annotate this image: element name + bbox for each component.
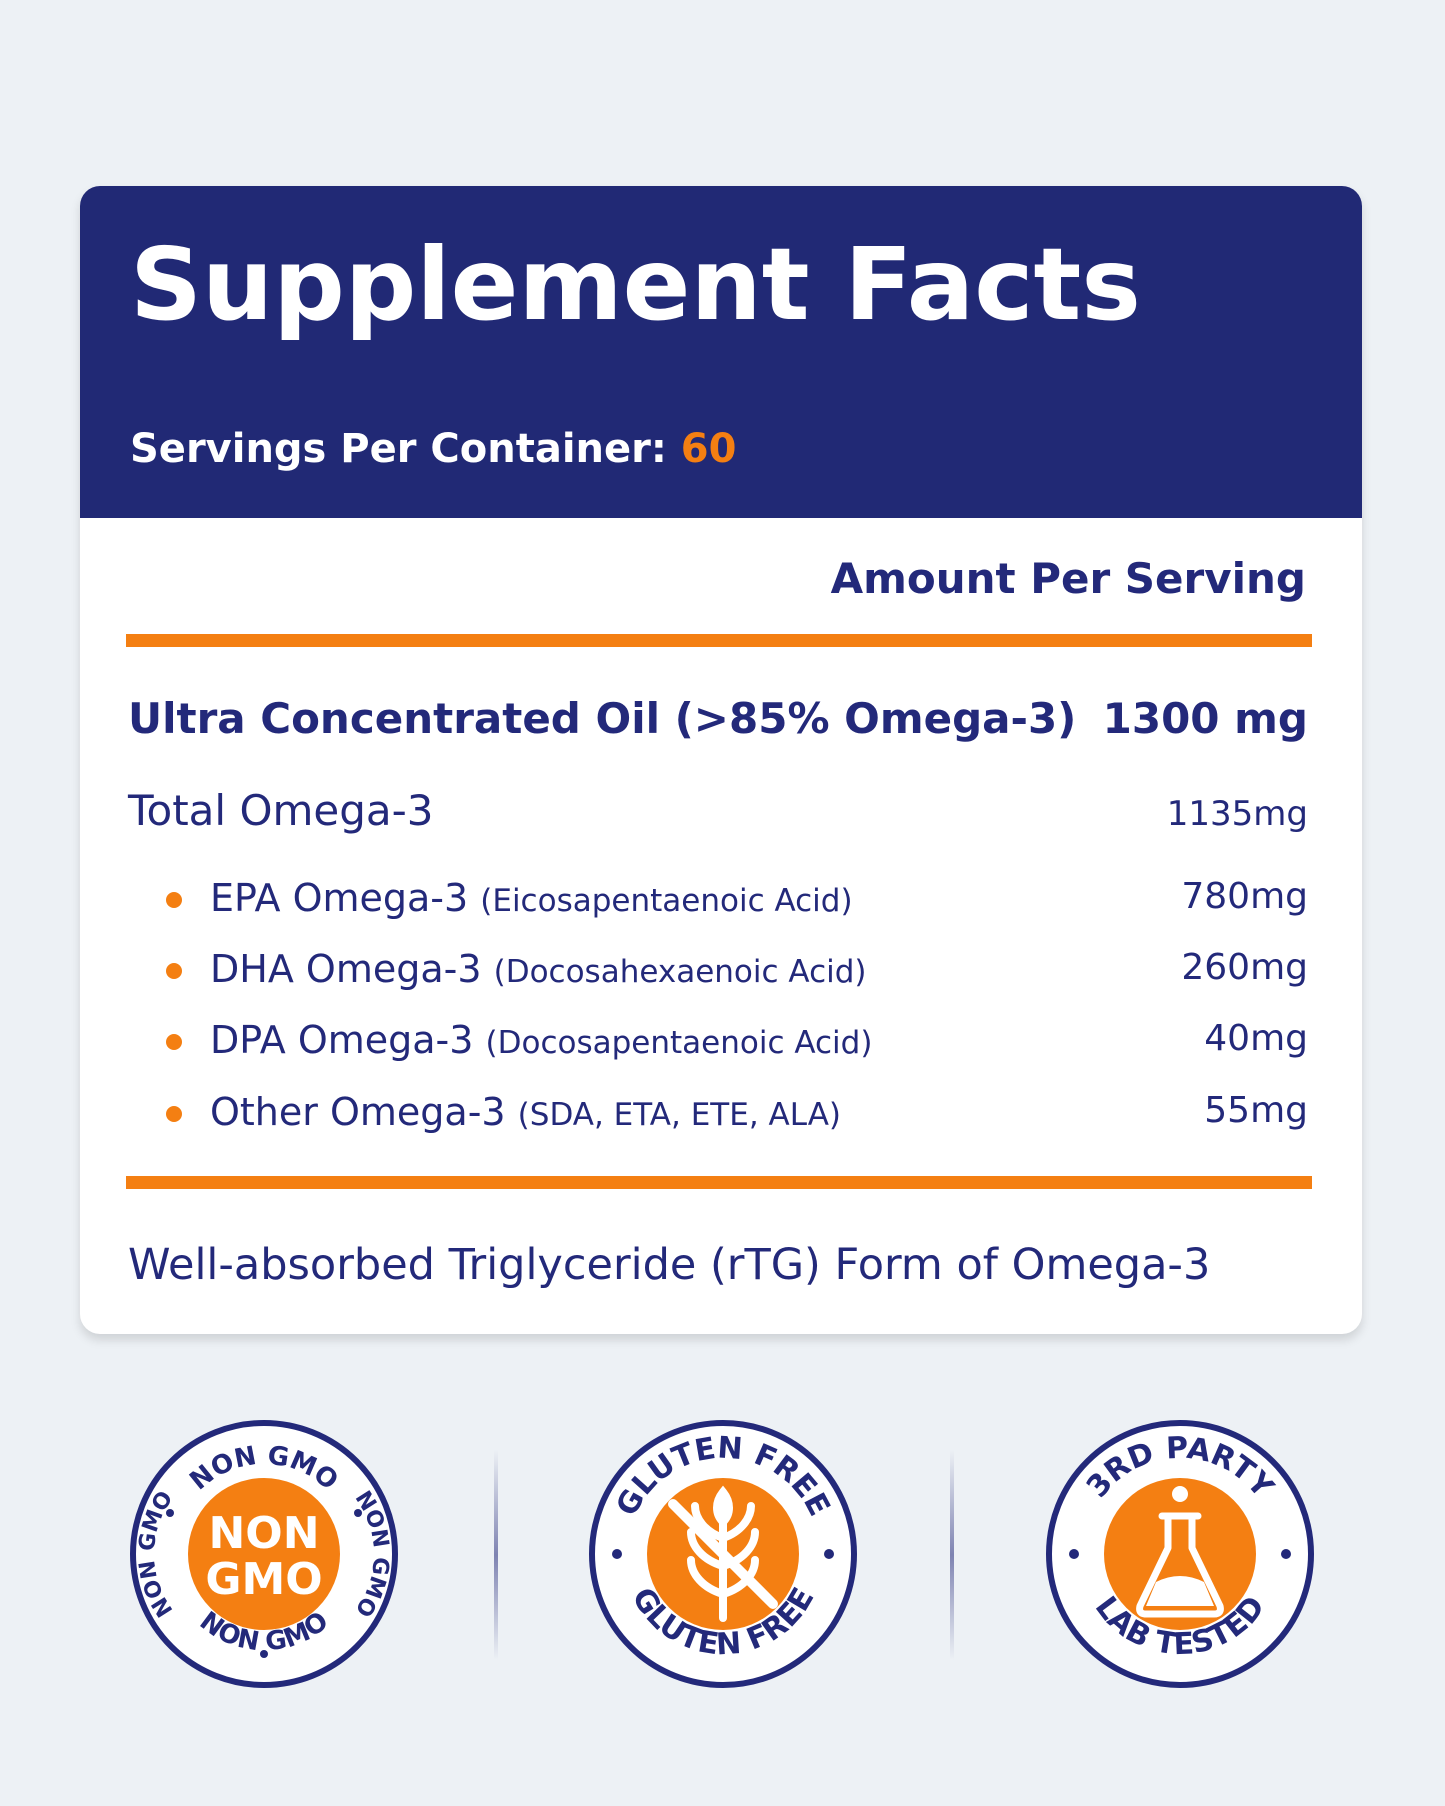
bottom-divider [126,1176,1312,1189]
servings-label: Servings Per Container: [130,426,667,472]
ingredient-name: DHA Omega-3 (Docosahexaenoic Acid) [210,947,867,991]
facts-header: Supplement Facts Servings Per Container:… [80,186,1362,518]
lab-tested-badge: 3RD PARTY LAB TESTED [1046,1420,1314,1688]
supplement-facts-card: Supplement Facts Servings Per Container:… [80,186,1362,1334]
ingredient-amount: 55mg [1204,1090,1308,1131]
page-title: Supplement Facts [130,226,1141,343]
ingredient-name: DPA Omega-3 (Docosapentaenoic Acid) [210,1018,873,1062]
badge-center-line2: GMO [205,1554,322,1605]
servings-per-container: Servings Per Container: 60 [130,426,736,472]
bullet-icon [166,892,182,908]
badge-divider [950,1450,954,1660]
gluten-free-badge: GLUTEN FREE GLUTEN FREE [589,1420,857,1688]
badge-center-line1: NON [208,1508,319,1559]
bullet-icon [166,1034,182,1050]
badge-divider [494,1450,498,1660]
flask-icon [1136,1486,1224,1618]
bullet-icon [166,963,182,979]
ingredient-name: Total Omega-3 [128,786,434,835]
ingredient-amount: 1300 mg [1102,694,1308,743]
top-divider [126,634,1312,647]
strike-line [668,1499,778,1609]
footnote: Well-absorbed Triglyceride (rTG) Form of… [128,1240,1211,1290]
non-gmo-badge: NON GMO NON GMO NON GMO NON GMO NON GMO [130,1420,398,1688]
servings-value: 60 [680,426,737,472]
wheat-icon [687,1485,759,1622]
ingredient-amount: 260mg [1181,947,1308,988]
ingredient-name: Other Omega-3 (SDA, ETA, ETE, ALA) [210,1090,842,1134]
ingredient-name: EPA Omega-3 (Eicosapentaenoic Acid) [210,876,853,920]
bullet-icon [166,1106,182,1122]
amount-per-serving-header: Amount Per Serving [830,554,1306,603]
ingredient-name: Ultra Concentrated Oil (>85% Omega-3) [128,694,1077,743]
ingredient-amount: 1135mg [1166,794,1308,834]
ingredient-amount: 40mg [1204,1018,1308,1059]
ingredient-amount: 780mg [1181,876,1308,917]
